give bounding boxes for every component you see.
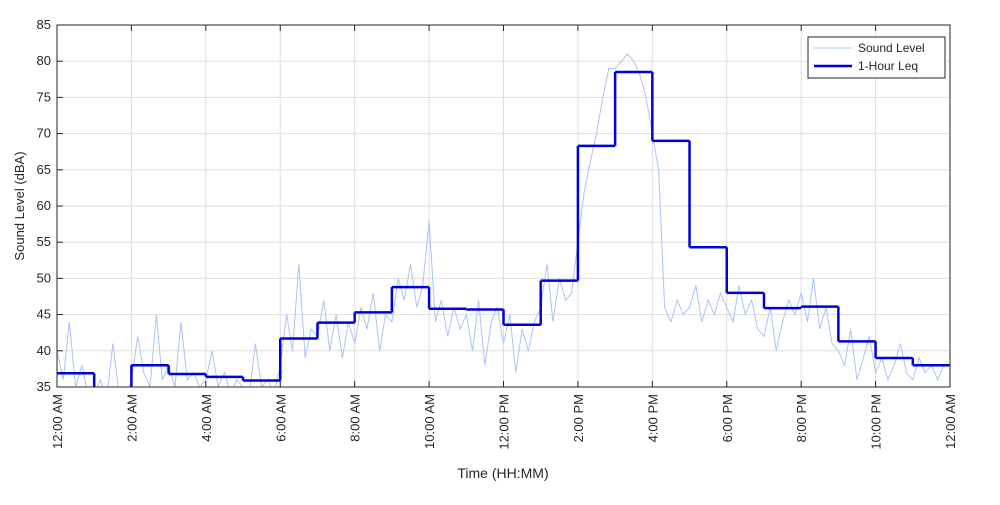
x-tick-label: 4:00 PM (645, 394, 660, 442)
legend-label: 1-Hour Leq (858, 59, 918, 73)
y-tick-label: 85 (37, 17, 51, 32)
y-tick-label: 45 (37, 307, 51, 322)
plot-border (56, 24, 951, 388)
y-tick-label: 35 (37, 379, 51, 394)
x-tick-label: 12:00 AM (943, 394, 958, 449)
x-tick-label: 6:00 AM (273, 394, 288, 442)
plot-series (57, 53, 950, 387)
y-tick-label: 60 (37, 198, 51, 213)
x-tick-label: 12:00 PM (497, 394, 512, 450)
x-axis-label: Time (HH:MM) (457, 465, 548, 481)
x-tick-label: 2:00 PM (571, 394, 586, 442)
x-tick-label: 4:00 AM (199, 394, 214, 442)
y-tick-label: 55 (37, 234, 51, 249)
x-tick-label: 10:00 PM (869, 394, 884, 450)
y-axis-label: Sound Level (dBA) (12, 151, 27, 260)
x-tick-label: 8:00 AM (348, 394, 363, 442)
legend-label: Sound Level (858, 41, 925, 55)
x-tick-label: 6:00 PM (720, 394, 735, 442)
sound-line (57, 53, 945, 387)
y-tick-label: 50 (37, 270, 51, 285)
x-tick-label: 10:00 AM (422, 394, 437, 449)
x-tick-label: 12:00 AM (50, 394, 65, 449)
legend-box (807, 36, 946, 79)
y-tick-label: 75 (37, 89, 51, 104)
y-tick-label: 70 (37, 126, 51, 141)
x-tick-label: 2:00 AM (124, 394, 139, 442)
x-tick-label: 8:00 PM (794, 394, 809, 442)
y-tick-label: 65 (37, 162, 51, 177)
y-tick-label: 40 (37, 343, 51, 358)
y-tick-label: 80 (37, 53, 51, 68)
